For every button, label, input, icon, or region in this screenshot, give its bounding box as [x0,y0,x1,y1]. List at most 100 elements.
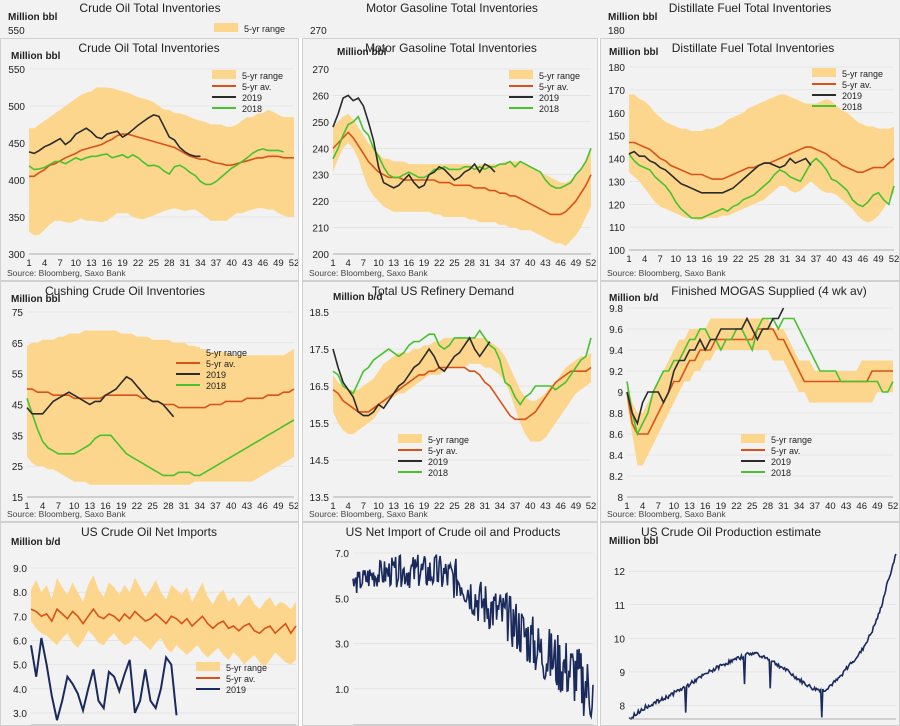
y-tick-label: 9.2 [609,367,623,378]
x-tick-label: 37 [210,501,221,512]
y-tick-label: 8.0 [13,588,27,599]
y-tick-label: 9.8 [609,304,623,315]
y-tick-label: 350 [8,213,25,224]
line-2019 [626,307,785,426]
legend-label: 2019 [428,457,448,467]
y-tick-label: 8.6 [609,430,623,441]
x-tick-label: 31 [479,501,490,512]
y-tick-label: 210 [312,224,329,235]
legend-label: 5-yr av. [771,446,800,456]
y-tick-label: 8.8 [609,409,623,420]
y-tick-label: 150 [608,132,625,143]
legend-label: 2018 [428,468,448,478]
chart-panel-6: 8 8.2 8.4 8.6 8.8 9 9.2 9.4 9.6 9.8 Finished MOGAS… [600,281,900,522]
y-tick-label: 9.6 [609,325,623,336]
y-tick-label: 65 [12,339,24,350]
x-tick-label: 43 [540,258,551,269]
x-tick-label: 34 [495,501,506,512]
x-tick-label: 37 [809,501,820,512]
legend-label: 5-yr range [428,435,469,445]
chart-svg: 8 9 10 11 12 US Crude Oil Production estimate… [609,525,897,721]
legend-label: 2019 [242,93,262,103]
x-tick-label: 52 [586,501,597,512]
y-tick-label: 500 [8,102,25,113]
x-tick-label: 13 [388,258,399,269]
x-tick-label: 1 [624,501,629,512]
x-tick-label: 43 [842,254,853,265]
y-tick-label: 5.0 [335,594,349,605]
legend-swatch-range [398,434,422,443]
avg-line [332,366,592,421]
legend-label: 2019 [842,91,862,101]
x-tick-label: 31 [778,501,789,512]
x-tick-label: 52 [888,501,899,512]
chart-panel-2: 200 210 220 230 240 250 260 270 Motor Gasoline T… [302,38,598,281]
legend-label: 5-yr range [226,663,267,673]
x-tick-label: 52 [289,501,299,512]
line-2019 [628,150,812,194]
x-tick-label: 22 [434,501,445,512]
legend-label: 5-yr av. [242,82,271,92]
x-tick-label: 31 [780,254,791,265]
range-band [27,330,294,485]
chart-svg: 3.0 4.0 5.0 6.0 7.0 8.0 9.0 US Crude Oil Net Im… [11,525,297,725]
y-tick-label: 75 [12,308,24,319]
chart-svg: 13.5 14.5 15.5 16.5 17.5 18.5 Total US Refiner… [309,284,597,519]
legend-label: 2018 [539,104,559,114]
legend-label: 5-yr range [242,71,283,81]
x-tick-label: 46 [858,254,869,265]
y-tick-label: 10 [614,634,626,645]
x-tick-label: 28 [164,258,175,269]
y-tick-label: 15 [12,493,24,504]
legend-label: 5-yr range [842,69,883,79]
x-tick-label: 46 [856,501,867,512]
chart-panel-8: 1.0 3.0 5.0 7.0 US Net Import of Crude oil a… [302,522,598,726]
chart-svg: 15 25 35 45 55 65 75 Cushing Crude Oil Inventor… [7,284,299,519]
y-unit-label: Million b/d [11,537,60,548]
x-tick-label: 28 [163,501,174,512]
y-tick-label: 110 [609,223,625,234]
source-label: Source: Bloomberg, Saxo Bank [607,509,726,519]
y-tick-label: 9 [617,388,623,399]
chart-title: Distillate Fuel Total Inventories [672,41,835,55]
x-tick-label: 49 [273,501,284,512]
range-band [627,318,893,466]
x-tick-label: 1 [330,258,335,269]
x-tick-label: 43 [841,501,852,512]
legend-swatch-range [509,70,533,79]
x-tick-label: 7 [656,501,661,512]
y-tick-label: 55 [12,370,24,381]
y-tick-label: 14.5 [310,456,330,467]
x-tick-label: 19 [116,501,127,512]
y-tick-label: 400 [8,176,25,187]
y-unit-label: Million bbl [11,51,61,62]
x-tick-label: 43 [242,258,253,269]
x-tick-label: 16 [404,258,415,269]
y-tick-label: 1.0 [335,685,349,696]
x-tick-label: 1 [24,501,29,512]
series-line [352,553,594,720]
x-tick-label: 40 [525,258,536,269]
legend-label: 5-yr av. [226,674,255,684]
x-tick-label: 22 [434,258,445,269]
y-tick-label: 8 [617,493,623,504]
x-tick-label: 37 [211,258,222,269]
y-tick-label: 450 [8,139,25,150]
x-tick-label: 40 [825,501,836,512]
x-tick-label: 7 [58,258,63,269]
x-tick-label: 25 [748,254,759,265]
x-tick-label: 16 [702,254,713,265]
chart-panel-1: 300 350 400 450 500 550 Crude Oil Total Invent… [0,38,299,281]
y-tick-label: 16.5 [310,382,330,393]
y-tick-label: 300 [8,250,25,261]
range-band [333,337,591,442]
chart-panel-3: 100 110 120 130 140 150 160 170 180 Distillate Fu… [600,38,900,281]
y-tick-label: 160 [608,109,625,120]
x-tick-label: 37 [510,258,521,269]
x-tick-label: 25 [147,501,158,512]
x-tick-label: 19 [717,254,728,265]
x-tick-label: 22 [733,254,744,265]
chart-svg: 200 210 220 230 240 250 260 270 Motor Gasoline T… [309,41,596,278]
x-tick-label: 7 [658,254,663,265]
